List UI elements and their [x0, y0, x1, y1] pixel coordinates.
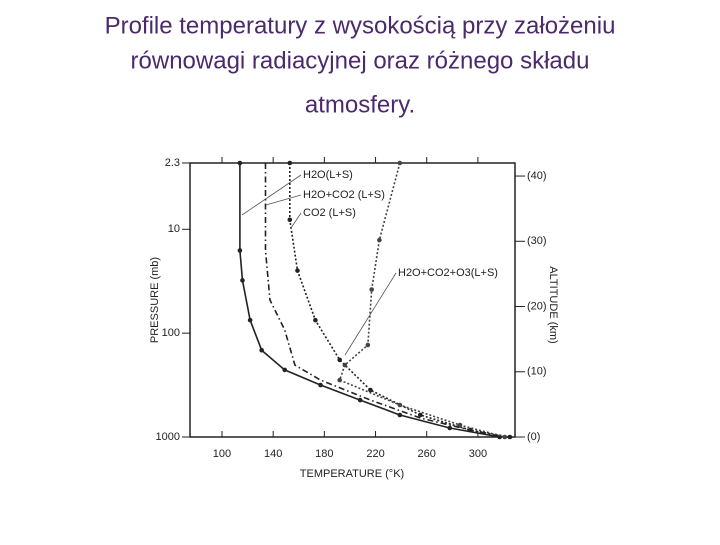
y-tick-label: 10: [168, 223, 180, 235]
data-point: [397, 160, 403, 166]
data-point: [365, 342, 371, 348]
x-tick-label: 300: [469, 448, 487, 460]
data-point: [318, 382, 323, 388]
data-point: [397, 412, 403, 418]
y2-tick-label: (20): [527, 300, 547, 312]
data-point: [418, 412, 423, 418]
data-point: [237, 248, 243, 253]
leader-line: [290, 212, 302, 229]
data-point: [247, 317, 253, 323]
y2-tick-label: (40): [527, 170, 547, 182]
y-tick-label: 1000: [156, 431, 180, 443]
title-line: atmosfery.: [305, 91, 415, 118]
data-point: [447, 425, 453, 431]
data-point: [377, 237, 382, 243]
data-point: [337, 357, 343, 363]
y-tick-label: 100: [162, 327, 180, 339]
y2-axis-label: ALTITUDE (km): [547, 266, 559, 343]
title-line: Profile temperatury z wysokością przy za…: [105, 12, 616, 39]
x-tick-label: 100: [213, 448, 231, 460]
data-point: [240, 278, 245, 283]
y-axis-label: PRESSURE (mb): [149, 257, 161, 343]
title-line: równowagi radiacyjnej oraz różnego skład…: [131, 47, 590, 74]
data-point: [507, 434, 513, 440]
series-line: [289, 163, 511, 438]
x-tick-label: 180: [315, 448, 333, 460]
x-tick-label: 260: [418, 448, 436, 460]
series-label: CO2 (L+S): [303, 207, 356, 219]
data-point: [237, 160, 243, 166]
data-point: [295, 268, 300, 273]
data-point: [259, 347, 264, 353]
y2-tick-label: (0): [527, 431, 540, 443]
y2-tick-label: (10): [527, 366, 547, 378]
series-line: [264, 163, 505, 438]
plot-frame: [189, 162, 516, 438]
data-point: [287, 217, 293, 223]
data-point: [369, 287, 374, 292]
x-tick-label: 140: [264, 448, 282, 460]
series-label: H2O(L+S): [303, 169, 353, 181]
data-point: [502, 434, 508, 440]
series-label: H2O+CO2+O3(L+S): [398, 267, 498, 279]
data-point: [457, 422, 463, 428]
y2-tick-label: (30): [527, 235, 547, 247]
data-point: [368, 387, 373, 393]
data-point: [357, 397, 363, 403]
data-point: [342, 362, 348, 368]
y-tick-label: 2.3: [165, 157, 180, 169]
data-point: [337, 377, 343, 383]
data-point: [313, 317, 318, 323]
data-point: [282, 367, 287, 373]
leader-line: [265, 194, 302, 206]
leader-line: [344, 272, 397, 356]
data-point: [287, 160, 293, 166]
x-tick-label: 220: [366, 448, 384, 460]
data-point: [397, 402, 403, 408]
x-axis-label: TEMPERATURE (°K): [300, 468, 404, 480]
series-line: [338, 162, 505, 438]
series-label: H2O+CO2 (L+S): [303, 189, 385, 201]
leader-line: [241, 174, 302, 216]
series-line: [239, 163, 500, 438]
